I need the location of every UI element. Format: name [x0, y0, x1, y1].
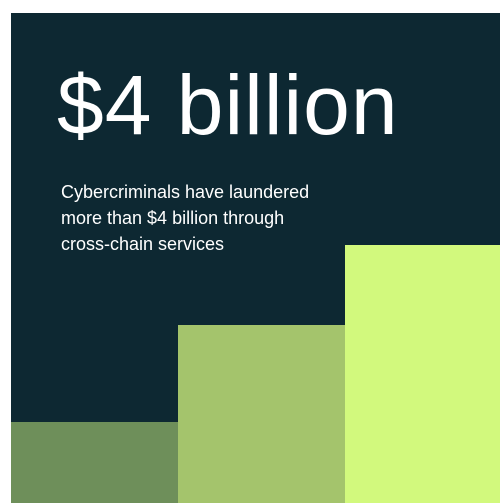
description-line-3: cross-chain services — [61, 234, 225, 254]
decorative-step-bar-2 — [178, 325, 345, 503]
description-text: Cybercriminals have laundered more than … — [61, 179, 391, 257]
decorative-step-bar-3 — [345, 245, 500, 503]
decorative-step-bar-1 — [11, 422, 178, 503]
description-line-1: Cybercriminals have laundered — [61, 182, 310, 202]
description-line-2: more than $4 billion through — [61, 208, 285, 228]
infographic-card: $4 billion Cybercriminals have laundered… — [11, 13, 500, 503]
headline-stat: $4 billion — [57, 58, 399, 152]
